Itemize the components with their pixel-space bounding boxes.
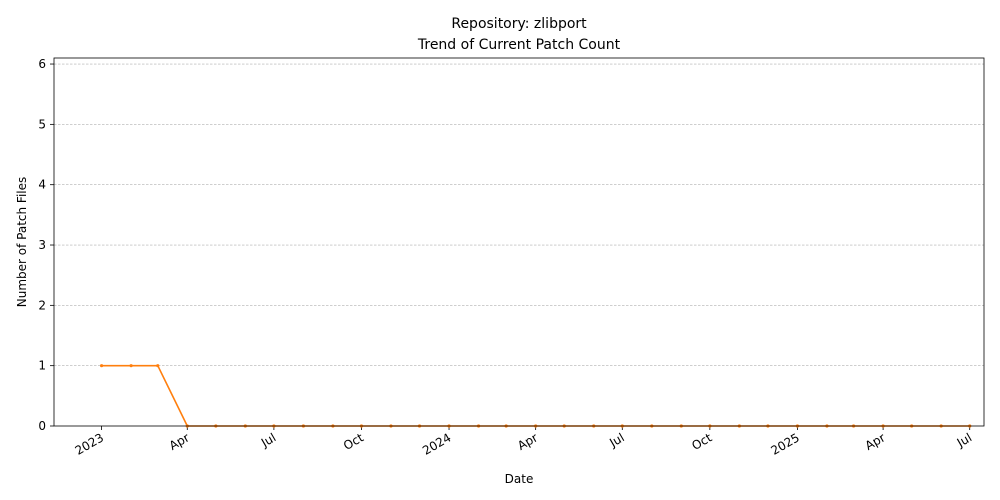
series-layer <box>99 364 972 428</box>
y-tick-label: 5 <box>38 117 46 131</box>
y-tick-label: 6 <box>38 57 46 71</box>
x-tick-label: 2025 <box>768 430 801 457</box>
data-point <box>129 364 133 368</box>
plot-frame <box>53 57 985 427</box>
x-tick-label: Oct <box>689 430 714 453</box>
y-axis-ticks: 0 1 2 3 4 5 6 <box>38 57 54 433</box>
y-tick-label: 3 <box>38 238 46 252</box>
chart-subtitle: Trend of Current Patch Count <box>417 37 621 53</box>
x-tick-label: 2024 <box>420 430 453 457</box>
y-axis-label: Number of Patch Files <box>15 177 29 308</box>
x-tick-label: Jul <box>258 430 278 450</box>
y-tick-label: 4 <box>38 178 46 192</box>
y-tick-label: 0 <box>38 419 46 433</box>
series-line <box>101 364 970 427</box>
x-axis-label: Date <box>505 472 534 486</box>
x-tick-label: Apr <box>167 430 192 453</box>
x-tick-label: Jul <box>606 430 626 450</box>
chart-title: Repository: zlibport <box>451 16 587 32</box>
x-tick-label: Apr <box>863 430 888 453</box>
x-axis-ticks: 2023 Apr Jul Oct 2024 Apr Jul Oct 2025 Apr Jul <box>73 426 974 458</box>
x-tick-label: Oct <box>341 430 366 453</box>
y-tick-label: 2 <box>38 298 46 312</box>
x-tick-label: Apr <box>515 430 540 453</box>
grid-lines <box>54 63 984 366</box>
x-tick-label: Jul <box>954 430 974 450</box>
data-point <box>99 364 104 368</box>
x-tick-label: 2023 <box>73 430 106 457</box>
data-point <box>156 364 160 368</box>
y-tick-label: 1 <box>38 359 46 373</box>
